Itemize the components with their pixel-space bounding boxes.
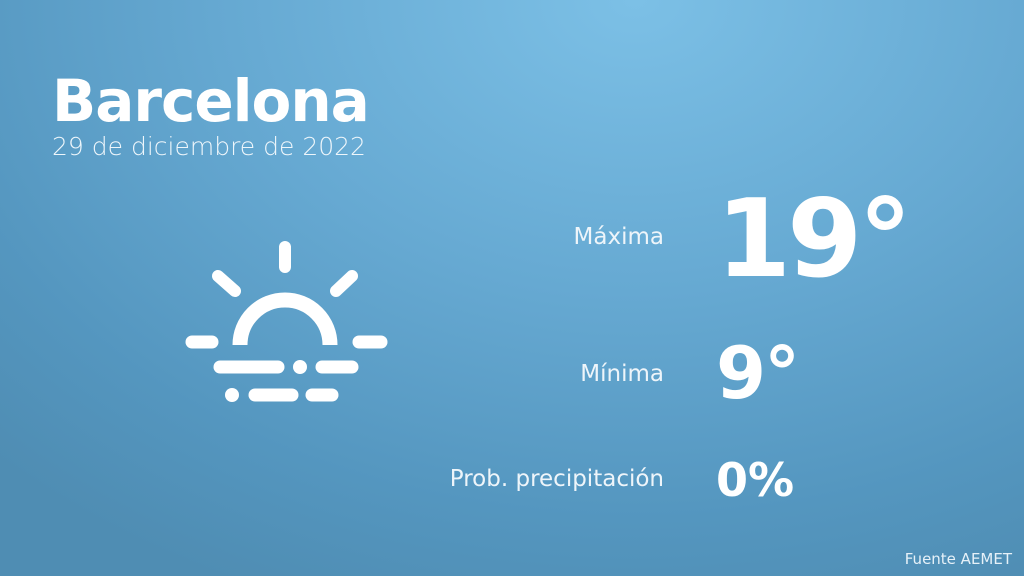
source-credit: Fuente AEMET: [904, 550, 1012, 568]
max-label: Máxima: [573, 224, 664, 250]
city-title: Barcelona: [52, 67, 370, 135]
forecast-date: 29 de diciembre de 2022: [52, 132, 366, 161]
min-temperature: 9°: [716, 331, 800, 415]
max-temperature: 19°: [716, 177, 912, 302]
precip-label: Prob. precipitación: [449, 466, 664, 492]
precip-value: 0%: [716, 453, 795, 507]
min-label: Mínima: [580, 361, 664, 387]
